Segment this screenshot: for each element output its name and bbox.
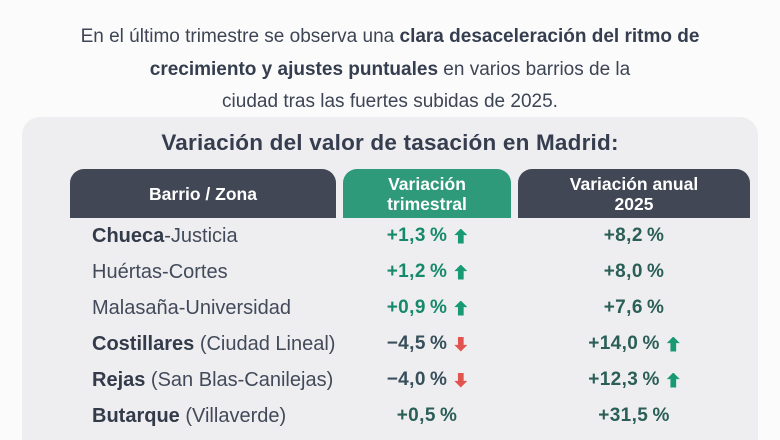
quarterly-cell: −4,0 % (343, 362, 511, 398)
valuation-table: Barrio / Zona Variación trimestral Varia… (70, 169, 750, 434)
barrio-name-rest: Malasaña-Universidad (92, 296, 291, 319)
section-title: Variación del valor de tasación en Madri… (161, 130, 619, 155)
trend-up-icon (666, 336, 680, 352)
intro-line-3: ciudad tras las fuertes subidas de 2025. (40, 86, 740, 119)
table-row-name: Rejas (San Blas-Canilejas) (70, 362, 336, 398)
annual-value: +8,0 % (603, 261, 665, 282)
trend-up-icon (454, 228, 468, 244)
quarterly-value: −4,5 % (386, 333, 448, 354)
barrio-name-rest: Huértas-Cortes (92, 260, 228, 283)
trend-down-icon (454, 336, 468, 352)
column-header-anual: Variación anual 2025 (518, 169, 750, 218)
intro-text-bold: clara desaceleración del ritmo de (399, 26, 700, 47)
barrio-name-rest: (Ciudad Lineal) (194, 332, 336, 355)
barrio-name-rest: (San Blas-Canilejas) (145, 368, 334, 391)
annual-value: +14,0 % (588, 333, 660, 354)
quarterly-cell: +0,9 % (343, 290, 511, 326)
annual-cell: +8,2 % (518, 218, 750, 254)
table-row-name: Chueca -Justicia (70, 218, 336, 254)
trend-up-icon (454, 300, 468, 316)
intro-line-2: crecimiento y ajustes puntuales en vario… (40, 54, 740, 87)
annual-cell: +31,5 % (518, 398, 750, 434)
quarterly-cell: +0,5 % (343, 398, 511, 434)
annual-cell: +8,0 % (518, 254, 750, 290)
barrio-name-bold: Costillares (92, 332, 195, 355)
intro-line-1: En el último trimestre se observa una cl… (40, 21, 740, 54)
annual-cell: +12,3 % (518, 362, 750, 398)
annual-cell: +14,0 % (518, 326, 750, 362)
barrio-name-bold: Butarque (92, 404, 180, 427)
trend-up-icon (454, 264, 468, 280)
intro-paragraph: En el último trimestre se observa una cl… (40, 21, 740, 119)
barrio-name-rest: (Villaverde) (179, 404, 287, 427)
month-heading-clipped: FEBRERO 2026 (0, 0, 780, 5)
annual-value: +12,3 % (588, 369, 660, 390)
quarterly-cell: −4,5 % (343, 326, 511, 362)
quarterly-cell: +1,2 % (343, 254, 511, 290)
intro-text: en varios barrios de la (438, 58, 631, 80)
trend-down-icon (454, 372, 468, 388)
barrio-name-bold: Chueca (92, 224, 165, 247)
annual-value: +7,6 % (603, 297, 665, 318)
table-row-name: Butarque (Villaverde) (70, 398, 336, 434)
table-row-name: Malasaña-Universidad (70, 290, 336, 326)
trend-up-icon (666, 372, 680, 388)
table-row-name: Costillares (Ciudad Lineal) (70, 326, 336, 362)
barrio-name-bold: Rejas (92, 368, 146, 391)
annual-value: +8,2 % (603, 225, 665, 246)
quarterly-value: +1,3 % (386, 225, 448, 246)
annual-value: +31,5 % (598, 405, 670, 426)
intro-text: En el último trimestre se observa una (80, 26, 400, 47)
barrio-name-rest: -Justicia (164, 224, 238, 247)
quarterly-value: −4,0 % (386, 369, 448, 390)
quarterly-cell: +1,3 % (343, 218, 511, 254)
quarterly-value: +1,2 % (386, 261, 448, 282)
annual-cell: +7,6 % (518, 290, 750, 326)
column-header-trimestral: Variación trimestral (343, 169, 511, 218)
table-row-name: Huértas-Cortes (70, 254, 336, 290)
quarterly-value: +0,5 % (396, 405, 458, 426)
intro-text: ciudad tras las fuertes subidas de 2025. (222, 91, 558, 112)
intro-text-bold: crecimiento y ajustes puntuales (149, 58, 439, 80)
column-header-barrio: Barrio / Zona (70, 169, 336, 218)
quarterly-value: +0,9 % (386, 297, 448, 318)
